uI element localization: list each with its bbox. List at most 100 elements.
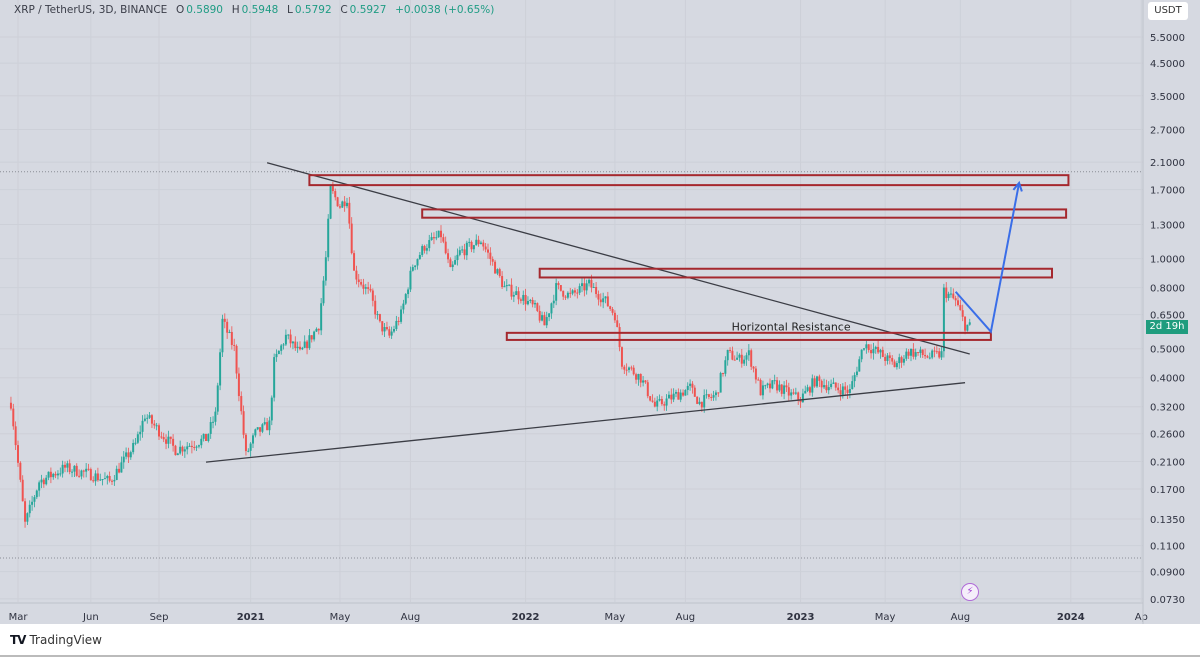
candle-body <box>385 327 388 330</box>
candle <box>696 396 699 405</box>
candle-body <box>792 392 795 394</box>
candle-body <box>660 398 663 405</box>
symbol-title[interactable]: XRP / TetherUS, 3D, BINANCE <box>14 4 168 16</box>
candle-body <box>578 286 581 293</box>
candle-body <box>588 279 591 284</box>
candle <box>461 245 464 254</box>
candle <box>526 296 529 306</box>
candle <box>585 279 588 295</box>
candle <box>181 445 184 456</box>
candle-body <box>877 346 880 353</box>
candle-body <box>223 318 226 322</box>
candle-body <box>867 344 870 351</box>
candle <box>409 266 412 293</box>
candle-body <box>216 385 219 412</box>
lightning-icon[interactable]: ⚡ <box>961 583 979 601</box>
candle <box>263 417 266 426</box>
candle <box>623 364 626 374</box>
chart-area[interactable]: 5.5000 4.5000 3.5000 2.7000 2.1000 1.7000 1.30… <box>0 0 1200 624</box>
candle-body <box>235 345 238 374</box>
candle-body <box>658 398 661 401</box>
candle <box>334 188 337 201</box>
candle-body <box>858 359 861 372</box>
candle <box>202 433 205 442</box>
candle <box>510 278 513 300</box>
candle <box>101 479 104 486</box>
candle <box>421 244 424 257</box>
candle <box>331 181 334 194</box>
candle-body <box>787 387 790 396</box>
candle-body <box>571 290 574 294</box>
candle-body <box>338 206 341 208</box>
candle-body <box>252 435 254 444</box>
candle-body <box>853 375 856 382</box>
candle-body <box>364 287 367 289</box>
candle <box>888 352 891 365</box>
candle-body <box>444 241 447 254</box>
candle-body <box>968 322 971 325</box>
candle <box>816 375 818 388</box>
candle-body <box>839 390 842 395</box>
candle <box>360 279 363 287</box>
candle <box>949 287 952 298</box>
candle-body <box>545 317 548 326</box>
candle-body <box>193 446 196 448</box>
candle <box>376 311 379 320</box>
candle-body <box>242 411 245 435</box>
candle <box>794 387 797 396</box>
candle-body <box>606 296 609 307</box>
tradingview-brand[interactable]: 𝗧𝗩 TradingView <box>10 633 102 647</box>
candle <box>96 467 99 482</box>
currency-button[interactable]: USDT <box>1148 2 1188 20</box>
candle <box>45 474 48 486</box>
resistance-zone-3 <box>538 267 1053 279</box>
candle-body <box>682 392 685 396</box>
candle <box>806 384 809 393</box>
candle-body <box>519 299 522 301</box>
candle <box>519 297 522 304</box>
candle-body <box>378 314 381 322</box>
candle-body <box>834 382 837 388</box>
candle-body <box>816 376 818 387</box>
candle-body <box>341 201 344 208</box>
candle <box>644 380 647 384</box>
candle-body <box>414 265 417 268</box>
time-tick-label: Sep <box>150 612 169 623</box>
ascending-trendline <box>205 382 966 463</box>
candle <box>877 340 880 355</box>
candle <box>254 428 257 438</box>
candle-body <box>729 349 732 351</box>
candle <box>442 233 445 244</box>
candle <box>122 451 125 469</box>
candle-body <box>376 314 379 316</box>
candle-body <box>759 379 762 396</box>
candle <box>834 382 837 391</box>
candle-body <box>675 392 677 394</box>
candle <box>75 463 78 477</box>
price-tick-label: 0.1350 <box>1150 515 1185 526</box>
candle-body <box>938 351 941 358</box>
candle <box>545 311 548 329</box>
candle <box>863 348 865 351</box>
candle <box>242 405 245 439</box>
candle-body <box>395 320 398 330</box>
candle-body <box>346 202 348 207</box>
candle <box>66 460 69 473</box>
candle-body <box>625 369 628 371</box>
candle-body <box>771 380 774 389</box>
candle-body <box>616 320 619 328</box>
candle <box>89 467 92 481</box>
open-value: 0.5890 <box>186 4 223 16</box>
candle <box>773 374 776 385</box>
candle-body <box>320 303 323 331</box>
candle <box>31 495 34 511</box>
candle <box>771 380 774 390</box>
candle-body <box>714 392 717 396</box>
candle <box>301 346 304 351</box>
candle-body <box>717 392 720 394</box>
candle <box>369 284 372 293</box>
price-chart[interactable]: 5.5000 4.5000 3.5000 2.7000 2.1000 1.7000 1.30… <box>0 0 1200 624</box>
candle-body <box>113 479 116 482</box>
candle <box>172 434 175 452</box>
candle-body <box>649 396 652 401</box>
